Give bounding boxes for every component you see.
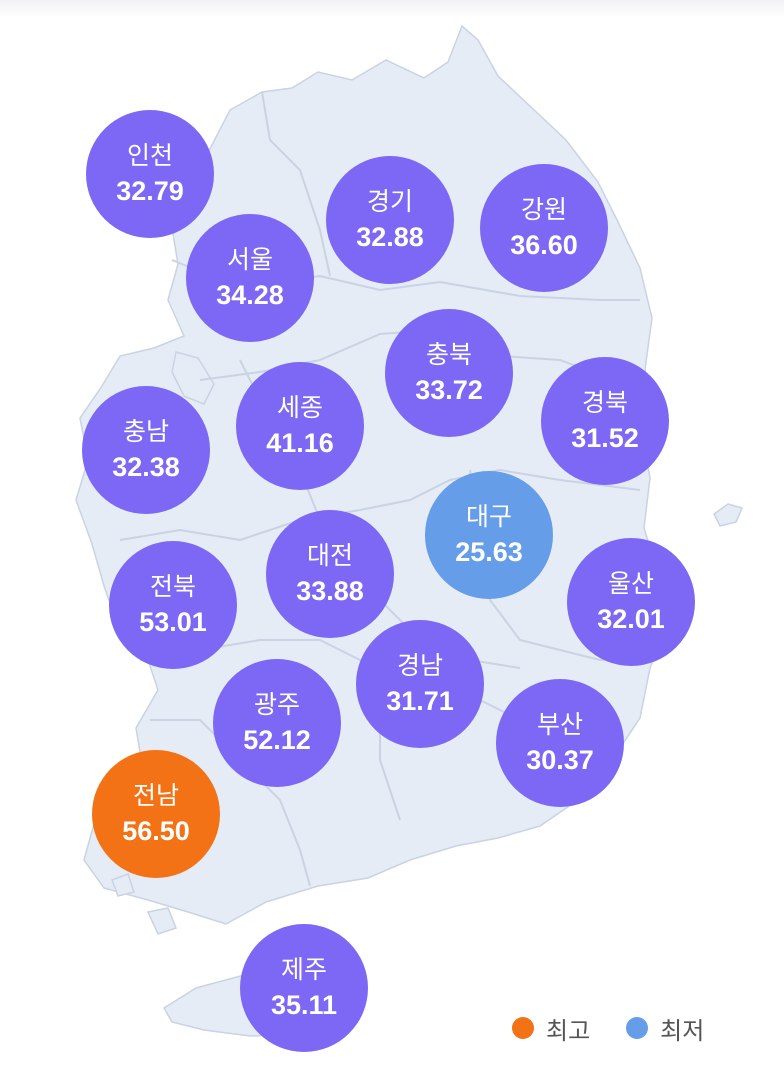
- bubble-sejong[interactable]: 세종 41.16: [236, 362, 364, 490]
- region-name: 충남: [122, 417, 169, 446]
- region-value: 32.01: [597, 604, 665, 634]
- region-value: 31.71: [386, 686, 454, 716]
- border-capital: [261, 91, 331, 277]
- region-name: 전북: [149, 572, 196, 601]
- bubble-jeonnam[interactable]: 전남 56.50: [92, 750, 220, 878]
- bubble-seoul[interactable]: 서울 34.28: [186, 214, 314, 342]
- region-name: 대구: [465, 502, 512, 531]
- region-name: 경남: [396, 651, 443, 680]
- bubble-gyeongnam[interactable]: 경남 31.71: [356, 620, 484, 748]
- region-name: 강원: [520, 195, 567, 224]
- bubble-gangwon[interactable]: 강원 36.60: [480, 164, 608, 292]
- region-value: 56.50: [122, 816, 190, 846]
- region-value: 33.72: [415, 375, 483, 405]
- region-value: 32.38: [112, 452, 180, 482]
- region-value: 35.11: [270, 990, 338, 1020]
- region-value: 32.88: [356, 222, 424, 252]
- region-value: 36.60: [510, 230, 578, 260]
- region-name: 세종: [276, 393, 323, 422]
- bubble-jeonbuk[interactable]: 전북 53.01: [109, 541, 237, 669]
- bubble-daejeon[interactable]: 대전 33.88: [266, 510, 394, 638]
- legend-highest-label: 최고: [546, 1016, 591, 1045]
- region-value: 25.63: [455, 537, 523, 567]
- bubble-jeju[interactable]: 제주 35.11: [240, 924, 368, 1052]
- bubble-chungbuk[interactable]: 충북 33.72: [385, 309, 513, 437]
- legend-item-highest[interactable]: 최고: [512, 1011, 590, 1046]
- bubble-gyeongbuk[interactable]: 경북 31.52: [541, 357, 669, 485]
- legend: 최고 최저: [512, 1010, 730, 1046]
- border-mid: [119, 468, 641, 542]
- region-name: 서울: [226, 245, 273, 274]
- legend-lowest-label: 최저: [660, 1016, 705, 1045]
- legend-item-lowest[interactable]: 최저: [626, 1011, 704, 1046]
- west-peninsula: [171, 351, 215, 405]
- region-name: 대전: [306, 541, 353, 570]
- region-name: 부산: [536, 710, 583, 739]
- region-name: 경북: [581, 388, 628, 417]
- region-name: 경기: [366, 187, 413, 216]
- highest-dot-icon: [512, 1017, 534, 1039]
- region-name: 제주: [280, 955, 327, 984]
- bubble-incheon[interactable]: 인천 32.79: [86, 110, 214, 238]
- east-islet: [713, 503, 744, 527]
- region-name: 광주: [253, 690, 300, 719]
- region-value: 31.52: [571, 423, 639, 453]
- region-name: 충북: [425, 340, 472, 369]
- bubble-daegu[interactable]: 대구 25.63: [425, 471, 553, 599]
- region-name: 전남: [132, 781, 179, 810]
- south-islet-1: [146, 907, 177, 935]
- bubble-chungnam[interactable]: 충남 32.38: [82, 386, 210, 514]
- bubble-ulsan[interactable]: 울산 32.01: [567, 538, 695, 666]
- region-value: 33.88: [296, 576, 364, 606]
- south-islet-2: [111, 873, 135, 897]
- bubble-gyeonggi[interactable]: 경기 32.88: [326, 156, 454, 284]
- bubble-busan[interactable]: 부산 30.37: [496, 679, 624, 807]
- lowest-dot-icon: [626, 1017, 649, 1039]
- region-value: 32.79: [116, 176, 184, 206]
- bubble-gwangju[interactable]: 광주 52.12: [213, 659, 341, 787]
- region-value: 34.28: [216, 280, 284, 310]
- region-name: 인천: [126, 141, 173, 170]
- region-value: 41.16: [266, 428, 334, 458]
- region-name: 울산: [607, 569, 654, 598]
- region-value: 30.37: [526, 745, 594, 775]
- top-bar: [0, 0, 784, 18]
- region-value: 53.01: [139, 607, 207, 637]
- region-value: 52.12: [243, 725, 311, 755]
